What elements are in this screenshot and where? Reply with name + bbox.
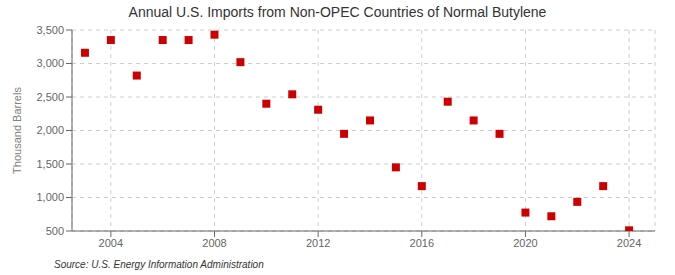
svg-text:2,500: 2,500 <box>36 91 64 103</box>
html-text:Annual U.S. Imports from Non-O: Annual U.S. Imports from Non-OPEC Countr… <box>128 4 547 20</box>
svg-text:2004: 2004 <box>99 237 123 249</box>
svg-text:2016: 2016 <box>410 237 434 249</box>
svg-text:2012: 2012 <box>306 237 330 249</box>
svg-text:2024: 2024 <box>617 237 641 249</box>
svg-text:1,500: 1,500 <box>36 158 64 170</box>
svg-text:3,500: 3,500 <box>36 24 64 36</box>
svg-text:1,000: 1,000 <box>36 191 64 203</box>
svg-text:2,000: 2,000 <box>36 124 64 136</box>
svg-text:2008: 2008 <box>202 237 226 249</box>
svg-text:3,000: 3,000 <box>36 57 64 69</box>
svg-text:Thousand Barrels: Thousand Barrels <box>11 87 23 174</box>
svg-text:2020: 2020 <box>513 237 537 249</box>
html-text:Source: U.S. Energy Informatio: Source: U.S. Energy Information Administ… <box>54 259 264 270</box>
svg-text:500: 500 <box>46 225 64 237</box>
